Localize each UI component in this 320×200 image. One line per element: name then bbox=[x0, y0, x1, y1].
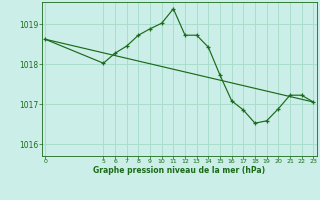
X-axis label: Graphe pression niveau de la mer (hPa): Graphe pression niveau de la mer (hPa) bbox=[93, 166, 265, 175]
